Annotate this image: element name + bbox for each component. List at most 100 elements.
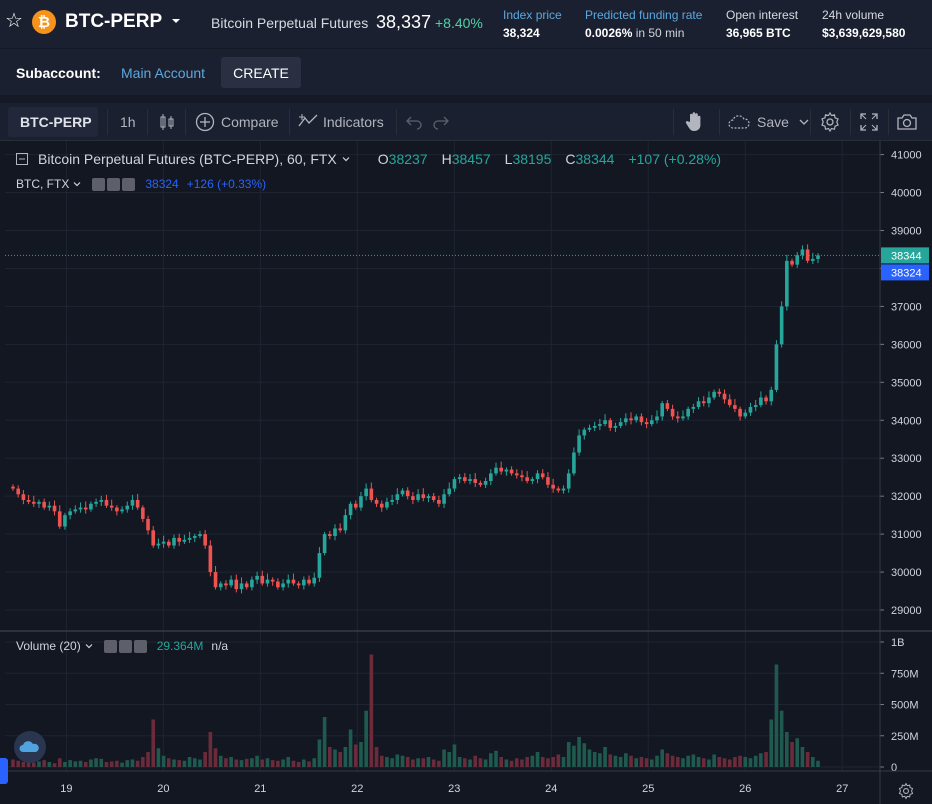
volume-bar [302, 759, 306, 767]
candle-body [68, 511, 72, 516]
candle-body [717, 391, 722, 394]
volume-bar [270, 760, 275, 767]
volume-bar [182, 760, 187, 767]
candle-body [535, 473, 540, 480]
hand-tool-button[interactable] [684, 103, 704, 141]
volume-bar [286, 757, 291, 767]
tradingview-chart[interactable]: BTC-PERP 1h Compare Indicators [0, 103, 932, 804]
indicators-button[interactable]: Indicators [297, 103, 384, 141]
candle-body [260, 575, 265, 584]
candle-body [312, 577, 317, 584]
candle-body [348, 503, 353, 516]
stat-label: Predicted funding rate [585, 8, 703, 22]
volume-bar [343, 747, 348, 767]
volume-bar [37, 761, 41, 767]
candle-body [556, 488, 561, 491]
candle-body [63, 515, 67, 527]
candle-body [639, 416, 644, 423]
settings-button[interactable] [819, 103, 841, 141]
candle-body [104, 499, 109, 506]
collapse-legend-icon[interactable] [16, 153, 28, 165]
legend-title[interactable]: Bitcoin Perpetual Futures (BTC-PERP), 60… [38, 151, 337, 167]
stat-index-price: Index price 38,324 [503, 8, 562, 40]
eye-icon[interactable] [92, 177, 106, 191]
volume-bar [328, 747, 332, 767]
candle-body [218, 583, 223, 588]
volume-bar [624, 753, 628, 767]
market-name[interactable]: BTC-PERP [65, 11, 163, 32]
volume-bar [712, 754, 716, 767]
time-tick-label: 21 [254, 783, 266, 795]
volume-label[interactable]: Volume (20) [16, 639, 81, 653]
gear-icon[interactable] [107, 177, 121, 191]
close-icon[interactable] [133, 639, 147, 653]
symbol-search-button[interactable]: BTC-PERP [8, 107, 98, 137]
volume-bar [146, 752, 150, 767]
save-button[interactable]: Save [727, 103, 811, 141]
candle-body [686, 408, 690, 417]
compare-button[interactable]: Compare [195, 103, 279, 141]
candle-body [353, 503, 358, 508]
candle-body [743, 412, 748, 417]
candle-body [411, 496, 415, 500]
candle-body [452, 479, 457, 489]
candle-body [785, 260, 789, 307]
chevron-down-icon[interactable] [84, 641, 94, 651]
candle-body [499, 467, 503, 472]
candle-body [47, 505, 52, 508]
candle-body [343, 515, 348, 531]
volume-bar [400, 755, 405, 767]
candle-body [816, 255, 820, 259]
candle-body [167, 541, 171, 546]
tradingview-logo[interactable] [14, 731, 46, 763]
redo-button[interactable] [432, 103, 450, 141]
candle-body [577, 435, 581, 453]
eye-icon[interactable] [103, 639, 117, 653]
volume-bar [790, 742, 794, 767]
volume-bar [276, 760, 280, 767]
volume-bar [442, 749, 446, 767]
volume-bar [639, 757, 644, 767]
chevron-down-icon[interactable] [72, 179, 82, 189]
candle-body [234, 579, 239, 590]
volume-bar [99, 758, 104, 767]
candle-body [437, 499, 441, 504]
price-chart[interactable]: 4100040000390003800037000360003500034000… [0, 141, 932, 804]
candle-body [281, 583, 285, 588]
market-dropdown-icon[interactable] [168, 13, 184, 29]
legend-close: 38344 [575, 151, 615, 167]
gear-icon[interactable] [118, 639, 132, 653]
candle-style-button[interactable] [158, 103, 176, 141]
candle-body [426, 496, 431, 499]
volume-value: 29.364M [156, 639, 204, 653]
favorite-star-icon[interactable]: ☆ [5, 10, 23, 32]
price-tick-label: 36000 [891, 339, 922, 351]
volume-bar [561, 757, 566, 767]
candle-body [135, 499, 140, 508]
indicators-icon [298, 114, 318, 127]
candle-body [707, 397, 711, 404]
interval-button[interactable]: 1h [120, 114, 136, 130]
candle-body [400, 490, 405, 495]
main-account-link[interactable]: Main Account [121, 65, 206, 81]
volume-bar [701, 758, 706, 767]
scroll-handle[interactable] [0, 758, 8, 784]
volume-bar [509, 760, 514, 767]
snapshot-button[interactable] [896, 103, 918, 141]
compare-symbol[interactable]: BTC, FTX [16, 177, 70, 191]
gear-icon[interactable] [897, 782, 915, 800]
close-icon[interactable] [122, 177, 136, 191]
chevron-down-icon[interactable] [341, 154, 351, 164]
candle-body [665, 403, 670, 409]
candle-body [26, 499, 31, 502]
undo-button[interactable] [405, 103, 423, 141]
fullscreen-button[interactable] [859, 103, 879, 141]
candle-body [463, 477, 467, 481]
create-subaccount-button[interactable]: CREATE [221, 57, 301, 88]
candle-body [364, 488, 368, 497]
candle-body [520, 475, 524, 478]
index-price-tag [881, 264, 929, 281]
volume-bar [655, 755, 659, 767]
volume-bar [379, 755, 384, 767]
price-tick-label: 30000 [891, 567, 922, 579]
